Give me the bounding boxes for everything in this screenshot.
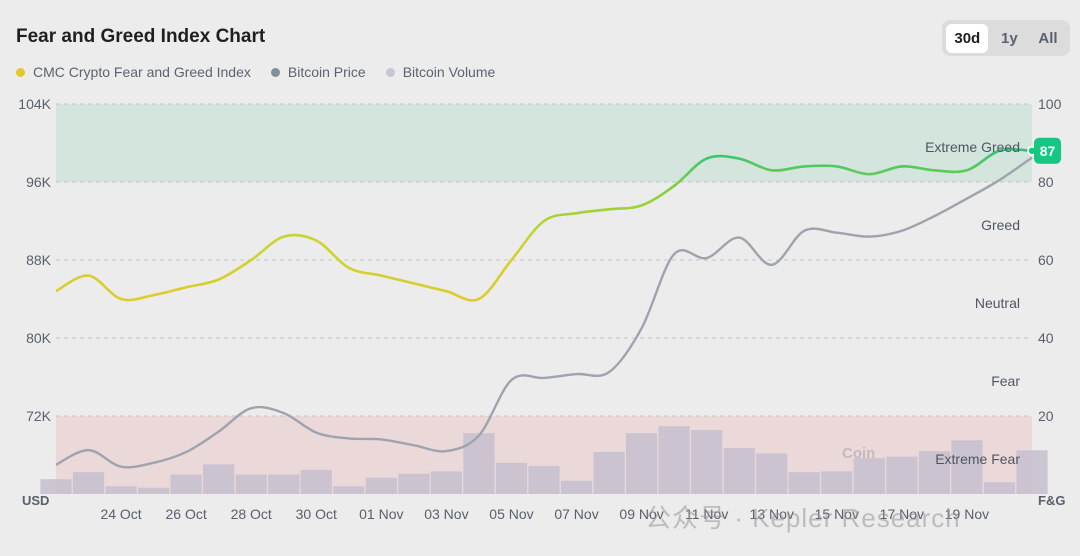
volume-bar-14 <box>495 462 528 494</box>
wechat-watermark: 公众号 · Kepler Research <box>645 503 961 533</box>
usd-tick-label-3: 80K <box>26 330 52 346</box>
zone-band-0 <box>56 104 1032 182</box>
volume-bar-21 <box>723 447 755 494</box>
volume-bar-8 <box>300 469 332 494</box>
usd-tick-label-0: 104K <box>18 96 51 112</box>
legend-label-bitcoin-price: Bitcoin Price <box>287 64 366 80</box>
volume-bar-19 <box>658 426 690 494</box>
usd-tick-label-2: 88K <box>26 252 52 268</box>
x-tick-label-11: 15 Nov <box>815 506 859 522</box>
legend-dot-bitcoin-volume <box>385 67 395 77</box>
volume-bar-4 <box>170 474 202 494</box>
volume-bar-15 <box>528 465 560 494</box>
fg-tick-label-2: 60 <box>1038 252 1054 268</box>
x-tick-label-6: 05 Nov <box>489 506 533 522</box>
x-tick-label-13: 19 Nov <box>945 506 989 522</box>
volume-bar-13 <box>463 433 495 494</box>
legend-label-bitcoin-volume: Bitcoin Volume <box>402 64 496 80</box>
legend-item-bitcoin-volume[interactable]: Bitcoin Volume <box>385 64 496 80</box>
volume-bar-25 <box>853 458 885 494</box>
zone-label-1: Greed <box>981 217 1020 233</box>
volume-bar-27 <box>918 451 951 494</box>
bitcoin-price-line <box>55 156 1033 469</box>
fg-tick-label-0: 100 <box>1038 96 1062 112</box>
usd-axis-label: USD <box>22 493 49 508</box>
volume-bar-6 <box>235 474 267 494</box>
volume-bar-5 <box>203 464 235 494</box>
zone-label-2: Neutral <box>975 295 1020 311</box>
zone-label-3: Fear <box>991 373 1020 389</box>
x-tick-label-7: 07 Nov <box>554 506 598 522</box>
volume-bar-11 <box>398 473 430 494</box>
volume-bar-2 <box>105 486 137 494</box>
fg-axis-label: F&G <box>1038 493 1065 508</box>
fg-tick-label-3: 40 <box>1038 330 1054 346</box>
x-tick-label-1: 26 Oct <box>166 506 207 522</box>
fg-tick-label-4: 20 <box>1038 408 1054 424</box>
x-tick-label-9: 11 Nov <box>685 506 728 522</box>
range-all-button[interactable]: All <box>1038 29 1058 47</box>
volume-bar-9 <box>333 486 365 494</box>
usd-tick-label-1: 96K <box>26 174 52 190</box>
volume-bar-12 <box>430 471 463 494</box>
current-value-badge <box>1034 137 1061 164</box>
volume-bar-20 <box>691 430 723 494</box>
chart-legend: CMC Crypto Fear and Greed Index Bitcoin … <box>16 64 495 80</box>
zone-label-4: Extreme Fear <box>935 451 1020 467</box>
fear-greed-index-line <box>55 148 1033 302</box>
x-tick-label-5: 03 Nov <box>424 506 468 522</box>
volume-bar-26 <box>886 456 918 494</box>
coinmarketcap-watermark: Coin <box>842 445 876 462</box>
time-range-selector: 30d 1y All <box>942 20 1070 56</box>
legend-label-fear-greed: CMC Crypto Fear and Greed Index <box>33 64 251 80</box>
volume-bar-3 <box>137 487 170 494</box>
volume-bar-16 <box>560 480 593 494</box>
volume-bar-17 <box>593 451 625 494</box>
legend-item-fear-greed[interactable]: CMC Crypto Fear and Greed Index <box>16 64 251 80</box>
volume-bar-10 <box>365 477 397 494</box>
fg-tick-label-1: 80 <box>1038 174 1054 190</box>
zone-label-0: Extreme Greed <box>925 139 1020 155</box>
volume-bar-30 <box>1016 450 1048 494</box>
volume-bar-23 <box>788 472 820 494</box>
volume-bar-1 <box>72 472 105 494</box>
x-tick-label-10: 13 Nov <box>750 506 794 522</box>
volume-bar-0 <box>40 479 72 494</box>
volume-bar-18 <box>625 433 658 494</box>
x-tick-label-4: 01 Nov <box>359 506 403 522</box>
x-tick-label-8: 09 Nov <box>619 506 663 522</box>
legend-dot-fear-greed <box>16 67 25 77</box>
current-value-label: 87 <box>1040 143 1056 159</box>
chart-title: Fear and Greed Index Chart <box>16 26 266 47</box>
volume-bar-22 <box>756 453 788 494</box>
volume-bar-29 <box>983 482 1016 494</box>
x-tick-label-12: 17 Nov <box>880 506 924 522</box>
volume-bar-28 <box>951 440 983 494</box>
volume-bar-24 <box>821 471 853 494</box>
x-tick-label-0: 24 Oct <box>100 506 141 522</box>
legend-dot-bitcoin-price <box>270 67 280 77</box>
usd-tick-label-4: 72K <box>26 408 52 424</box>
range-30d-button[interactable]: 30d <box>946 23 989 53</box>
legend-item-bitcoin-price[interactable]: Bitcoin Price <box>270 64 366 80</box>
volume-bar-7 <box>268 474 300 494</box>
x-tick-label-2: 28 Oct <box>231 506 272 522</box>
x-tick-label-3: 30 Oct <box>296 506 337 522</box>
range-1y-button[interactable]: 1y <box>1000 29 1018 47</box>
